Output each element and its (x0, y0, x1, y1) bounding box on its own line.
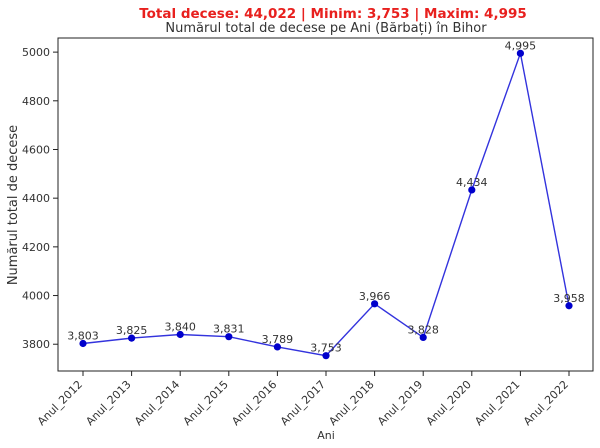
data-label: 4,995 (505, 39, 537, 52)
x-tick-label: Anul_2022 (521, 378, 571, 428)
data-point (565, 302, 573, 310)
y-tick-label: 4200 (22, 241, 50, 254)
data-label: 3,828 (407, 323, 439, 336)
y-tick-label: 5000 (22, 46, 50, 59)
data-label: 3,958 (553, 292, 585, 305)
data-label: 3,840 (164, 320, 196, 333)
x-tick-label: Anul_2018 (326, 378, 376, 428)
data-point (79, 339, 87, 348)
data-point (225, 333, 233, 341)
x-tick-label: Anul_2013 (83, 378, 133, 428)
data-point (273, 343, 281, 351)
data-labels: 3,803 3,825 3,840 3,831 3,789 3,753 3,966 3,828… (67, 39, 585, 354)
x-axis-label: Ani (317, 429, 335, 442)
data-label: 4,434 (456, 176, 488, 189)
data-label: 3,966 (359, 290, 391, 303)
plot-frame (57, 37, 594, 372)
y-tick-label: 4800 (22, 95, 50, 108)
data-markers (79, 49, 573, 360)
x-tick-label: Anul_2012 (35, 378, 85, 428)
x-tick-label: Anul_2021 (472, 378, 522, 428)
chart-suptitle: Total decese: 44,022 | Minim: 3,753 | Ma… (139, 6, 527, 22)
x-tick-label: Anul_2019 (375, 378, 425, 428)
data-label: 3,831 (213, 323, 245, 336)
data-point (419, 333, 427, 342)
data-label: 3,753 (310, 342, 342, 355)
data-point (468, 186, 476, 194)
chart-title: Numărul total de decese pe Ani (Bărbați)… (165, 21, 487, 36)
data-label: 3,803 (67, 329, 99, 342)
y-tick-label: 4400 (22, 192, 50, 205)
y-axis: 3800 4000 4200 4400 4600 4800 5000 (22, 46, 58, 351)
y-tick-label: 4000 (22, 290, 50, 303)
data-point (128, 334, 136, 342)
data-point (516, 49, 525, 57)
data-point (371, 300, 379, 308)
x-tick-label: Anul_2016 (229, 378, 279, 428)
x-tick-label: Anul_2017 (278, 378, 328, 428)
y-tick-label: 4600 (22, 143, 50, 156)
series-line (82, 50, 570, 357)
data-label: 3,825 (116, 324, 148, 337)
y-axis-label: Numărul total de decese (6, 125, 21, 285)
x-tick-label: Anul_2015 (181, 378, 231, 428)
y-tick-label: 3800 (22, 338, 50, 351)
x-axis: Anul_2012Anul_2013Anul_2014Anul_2015Anul… (35, 371, 571, 428)
x-tick-label: Anul_2014 (132, 378, 182, 428)
data-point (322, 352, 330, 360)
data-label: 3,789 (262, 333, 294, 346)
data-point (176, 330, 184, 339)
x-tick-label: Anul_2020 (424, 378, 474, 428)
